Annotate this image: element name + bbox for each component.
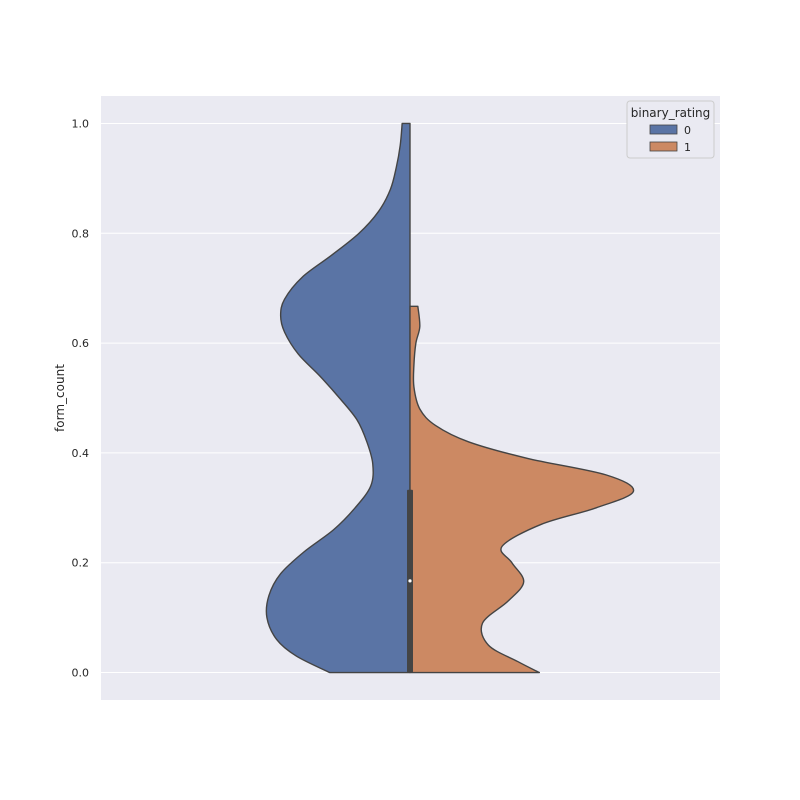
y-tick-label-4: 0.8 [72, 227, 90, 240]
violins [265, 122, 635, 674]
violin-half-1 [409, 305, 635, 674]
y-tick-label-2: 0.4 [72, 447, 90, 460]
legend: binary_rating 0 1 [626, 100, 715, 159]
inner-box-median [408, 579, 412, 583]
legend-swatch-0 [649, 124, 678, 135]
violin-half-0 [265, 122, 411, 674]
legend-label-1: 1 [684, 141, 691, 154]
y-tick-label-5: 1.0 [72, 117, 90, 130]
y-axis-ticks: 0.0 0.2 0.4 0.6 0.8 1.0 [72, 117, 90, 679]
inner-box [407, 489, 413, 673]
y-tick-label-3: 0.6 [72, 337, 90, 350]
y-axis-label: form_count [53, 364, 67, 432]
legend-label-0: 0 [684, 124, 691, 137]
legend-swatch-1 [649, 141, 678, 152]
y-tick-label-1: 0.2 [72, 557, 90, 570]
y-tick-label-0: 0.0 [72, 667, 90, 680]
legend-title: binary_rating [631, 106, 711, 120]
